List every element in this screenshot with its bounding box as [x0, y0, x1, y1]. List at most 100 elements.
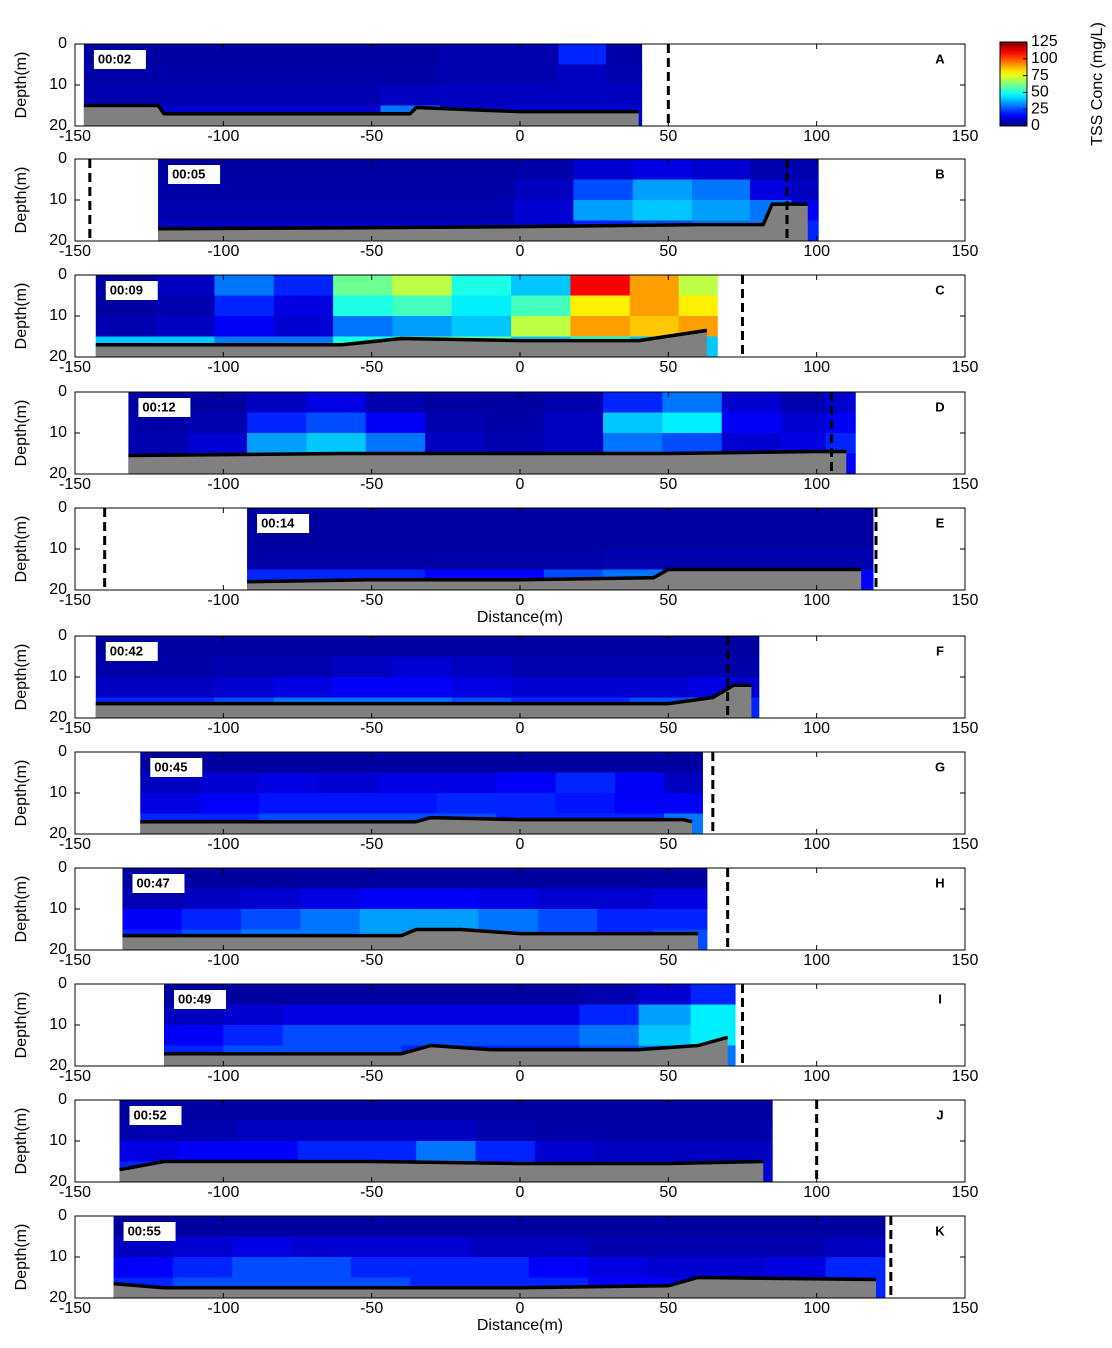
heat-cell — [95, 295, 156, 317]
panel: -150 -100 -50 0 50 100 150 0 10 20 Depth(m) 00:42 F — [13, 627, 978, 737]
heat-cell — [306, 392, 367, 413]
colorbar-label: TSS Conc (mg/L) — [1089, 22, 1106, 146]
x-tick-label: 100 — [803, 1184, 830, 1201]
colorbar-tick-label: 50 — [1031, 84, 1049, 101]
seabed — [95, 330, 707, 357]
heat-cell — [436, 772, 497, 794]
heat-cell — [597, 888, 654, 910]
x-tick-label: -150 — [59, 1184, 91, 1201]
time-label: 00:02 — [98, 51, 131, 66]
heat-cell — [321, 85, 382, 106]
x-tick-label: 0 — [516, 359, 525, 376]
y-tick-label: 10 — [49, 540, 67, 557]
heat-cell — [514, 179, 574, 201]
heat-cell — [356, 1141, 417, 1162]
heat-cell — [721, 433, 782, 454]
heat-cell — [537, 868, 598, 889]
heat-cell — [475, 1120, 536, 1142]
x-tick-label: -100 — [207, 720, 239, 737]
seabed-line — [247, 567, 862, 584]
x-tick-label: -50 — [360, 836, 383, 853]
heat-cell — [543, 412, 604, 434]
heat-cell — [629, 295, 680, 317]
heat-cell — [499, 85, 560, 106]
heat-cell — [172, 1216, 233, 1237]
heat-cell — [258, 772, 319, 794]
heat-cell — [365, 508, 426, 529]
heat-cell — [475, 1141, 536, 1162]
heat-cell — [365, 412, 426, 434]
heat-cell — [632, 200, 693, 221]
heat-cell — [594, 1120, 654, 1142]
heat-cell — [478, 888, 539, 910]
x-tick-label: 0 — [516, 1184, 525, 1201]
x-axis-label: Distance(m) — [477, 1317, 563, 1334]
heat-cell — [261, 64, 322, 86]
heat-cell — [306, 508, 367, 529]
heat-cell — [425, 549, 485, 570]
heat-cell — [647, 1257, 708, 1278]
heat-cell — [511, 295, 571, 317]
heat-cell — [297, 1120, 358, 1142]
heat-cell — [653, 1141, 714, 1162]
x-tick-label: 50 — [659, 1184, 677, 1201]
heat-cell — [392, 636, 453, 657]
heat-cell — [606, 44, 643, 65]
heat-cell — [690, 1004, 736, 1026]
heat-cell — [202, 44, 263, 65]
heat-cell — [614, 793, 665, 814]
heat-cell — [187, 433, 248, 454]
heat-cell — [825, 412, 856, 434]
x-axis-label: Distance(m) — [477, 609, 563, 626]
heat-cell — [597, 868, 654, 889]
heat-cell — [537, 888, 598, 910]
heat-cell — [573, 200, 634, 221]
heat-cell — [514, 159, 574, 180]
heat-cell — [606, 64, 643, 86]
heat-cell — [318, 793, 379, 814]
heat-cell — [333, 656, 393, 678]
heat-cell — [395, 200, 456, 221]
heat-cell — [158, 200, 218, 221]
y-axis-label: Depth(m) — [13, 283, 30, 350]
plot-area — [83, 44, 670, 126]
heat-cell — [342, 1004, 402, 1026]
heat-cell — [781, 412, 827, 434]
heat-cell — [333, 316, 393, 337]
x-tick-label: 50 — [659, 592, 677, 609]
heat-cell — [247, 528, 307, 550]
heat-cell — [377, 793, 438, 814]
x-tick-label: 100 — [803, 243, 830, 260]
heat-cell — [692, 200, 751, 221]
seabed-line — [140, 815, 693, 824]
heat-cell — [484, 549, 545, 570]
x-tick-label: 150 — [952, 128, 979, 145]
heat-cell — [678, 275, 718, 296]
heat-cell — [570, 316, 631, 337]
heat-cell — [350, 1257, 411, 1278]
heat-cell — [395, 159, 456, 180]
heat-cell — [791, 179, 819, 201]
y-axis-label: Depth(m) — [13, 1224, 30, 1291]
heat-cell — [425, 508, 485, 529]
heat-cell — [258, 752, 319, 773]
heat-cell — [282, 1004, 343, 1026]
x-tick-label: 150 — [952, 836, 979, 853]
heat-cell — [143, 85, 204, 106]
plot-area — [119, 1100, 819, 1182]
heat-cell — [573, 159, 634, 180]
y-tick-label: 10 — [49, 900, 67, 917]
x-tick-label: -150 — [59, 720, 91, 737]
heat-cell — [202, 85, 263, 106]
y-tick-label: 0 — [58, 627, 67, 644]
seabed-line — [158, 202, 808, 231]
heat-cell — [122, 909, 183, 930]
x-tick-label: -50 — [360, 1300, 383, 1317]
heat-cell — [333, 677, 393, 698]
heat-cell — [732, 656, 760, 678]
heat-cell — [712, 1100, 773, 1121]
heat-cell — [365, 549, 426, 570]
heat-cell — [647, 1216, 708, 1237]
panel-letter: H — [935, 875, 944, 890]
heat-cell — [258, 793, 319, 814]
